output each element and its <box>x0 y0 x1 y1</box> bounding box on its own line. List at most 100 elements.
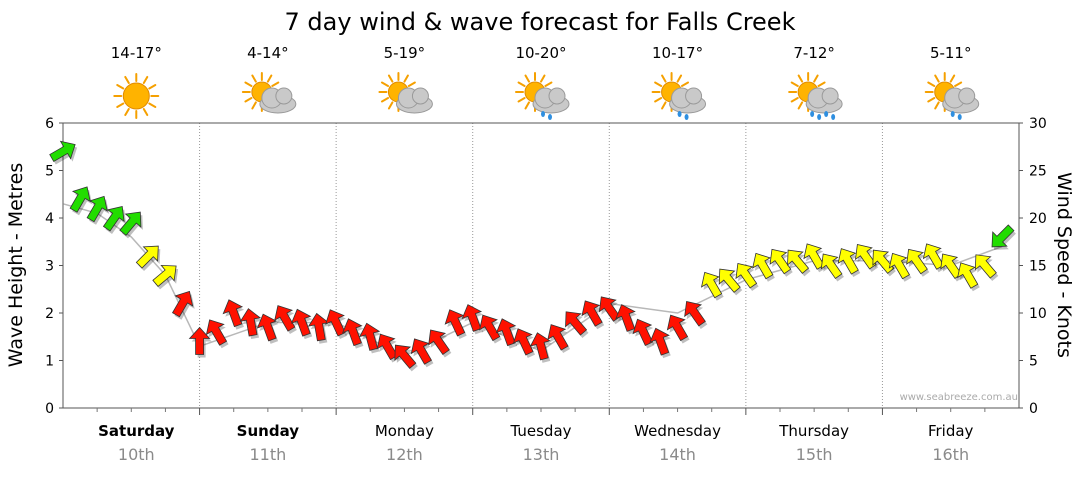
rain-drop <box>817 114 822 120</box>
sun-disc <box>122 82 150 110</box>
wind-arrow-body <box>700 271 723 299</box>
day-date: 15th <box>796 445 833 464</box>
day-date: 11th <box>249 445 286 464</box>
sun-ray <box>654 97 663 103</box>
wind-arrow-body <box>752 252 774 280</box>
wind-arrow <box>461 304 484 335</box>
wind-arrow <box>649 327 671 359</box>
day-label: Wednesday <box>634 422 721 440</box>
wind-arrow <box>718 268 743 296</box>
wind-arrow <box>135 245 161 272</box>
wind-arrow-body <box>342 318 363 347</box>
sun-ray <box>817 81 826 87</box>
cloud-part <box>958 87 976 105</box>
rain-drop <box>957 114 962 120</box>
wind-arrow-body <box>49 140 76 163</box>
partly-cloudy-icon <box>378 72 433 114</box>
wind-arrow-body <box>529 332 551 361</box>
wind-arrow <box>787 249 811 277</box>
wind-arrow-body <box>957 262 979 289</box>
cloud-part <box>275 87 293 105</box>
sun-ray <box>654 81 663 87</box>
left-tick-label: 5 <box>45 164 54 180</box>
wind-arrow <box>700 271 724 301</box>
sun-ray <box>676 74 683 83</box>
rain-drop <box>824 111 829 117</box>
wind-arrow-body <box>307 312 330 342</box>
wind-arrow-body <box>102 206 125 232</box>
left-tick-label: 2 <box>45 306 54 322</box>
wind-arrow-body <box>991 224 1015 248</box>
sun-ray <box>517 81 526 87</box>
wind-arrow-body <box>359 322 381 351</box>
wind-arrow <box>991 224 1016 250</box>
wind-arrow-body <box>495 318 517 347</box>
sun-ray <box>387 74 394 83</box>
left-tick-label: 6 <box>45 116 54 132</box>
day-label: Saturday <box>98 422 175 440</box>
sun-ray <box>142 107 149 117</box>
day-label: Friday <box>928 422 974 440</box>
wind-arrow <box>171 290 195 320</box>
day-temperature: 7-12° <box>793 44 835 62</box>
sun-ray <box>934 101 940 110</box>
sun-ray <box>927 97 936 103</box>
wind-arrow <box>974 254 999 282</box>
rain-drop <box>950 111 955 117</box>
wind-arrow-body <box>205 319 228 346</box>
day-date: 12th <box>386 445 423 464</box>
wind-arrow-body <box>119 211 142 236</box>
sun-ray <box>517 97 526 103</box>
sun-ray <box>148 102 157 108</box>
wind-arrow <box>615 304 637 335</box>
day-temperature: 10-17° <box>652 44 703 62</box>
sun-ray <box>142 75 149 85</box>
rain-drop <box>831 114 836 120</box>
day-temperature: 14-17° <box>111 44 162 62</box>
wind-arrow <box>752 252 775 282</box>
wind-arrow <box>837 248 861 278</box>
day-date: 16th <box>932 445 969 464</box>
right-tick-label: 5 <box>1029 354 1038 370</box>
wind-arrow <box>735 263 759 291</box>
wind-arrow <box>428 329 452 358</box>
wind-arrow <box>86 195 110 225</box>
sun-ray <box>790 97 799 103</box>
wind-arrow <box>410 338 434 368</box>
wind-arrow <box>256 313 279 344</box>
wind-arrow <box>342 318 364 349</box>
wind-arrows-layer <box>49 140 1016 372</box>
text-layer: 7 day wind & wave forecast for Falls Cre… <box>5 8 1075 464</box>
wind-arrow-body <box>787 249 810 274</box>
wind-arrow-body <box>512 328 534 356</box>
wind-arrow-body <box>86 195 108 223</box>
sun-ray <box>544 81 553 87</box>
wind-arrow <box>307 312 331 344</box>
wind-arrow <box>581 300 605 330</box>
wind-arrow-body <box>547 324 569 351</box>
sun-ray <box>540 74 546 83</box>
wind-arrow-body <box>888 252 911 280</box>
axes-layer <box>59 122 1023 415</box>
showers-icon <box>651 72 707 120</box>
sun-ray <box>116 102 125 108</box>
sun-ray <box>251 101 257 110</box>
sun-ray <box>934 74 940 83</box>
wind-arrow-body <box>171 290 194 318</box>
rain-drop <box>684 114 689 120</box>
grid-layer <box>199 123 883 408</box>
wind-arrow-body <box>69 186 91 213</box>
right-tick-label: 0 <box>1029 401 1038 417</box>
wind-arrow <box>565 311 589 339</box>
sun-ray <box>244 81 253 87</box>
day-label: Sunday <box>237 422 300 440</box>
right-tick-label: 20 <box>1029 211 1047 227</box>
wind-arrow-body <box>256 313 278 342</box>
cloud-part <box>821 87 839 105</box>
rain-drop <box>677 111 682 117</box>
right-tick-label: 30 <box>1029 116 1047 132</box>
sun-ray <box>797 101 804 110</box>
sun-ray <box>927 81 936 87</box>
day-temperature: 5-19° <box>384 44 426 62</box>
wind-arrow-body <box>444 309 466 337</box>
